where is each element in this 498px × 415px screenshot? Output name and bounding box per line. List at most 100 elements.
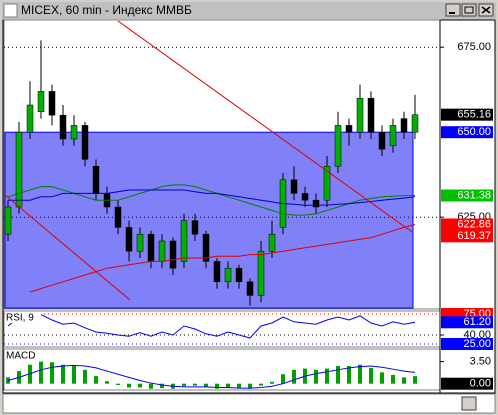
histogram-bar bbox=[259, 383, 263, 386]
price-marker bbox=[441, 189, 493, 202]
candle-body bbox=[114, 206, 122, 228]
indicator-line bbox=[29, 223, 416, 293]
candle-body bbox=[15, 131, 23, 208]
histogram-bar bbox=[413, 376, 417, 384]
candle-body bbox=[345, 125, 353, 133]
histogram-bar bbox=[50, 362, 54, 384]
price-marker bbox=[441, 218, 493, 231]
candle-body bbox=[125, 227, 133, 252]
indicator-line bbox=[7, 314, 416, 339]
candle-body bbox=[4, 206, 12, 235]
plot-layer bbox=[3, 19, 441, 391]
candle-body bbox=[48, 91, 56, 116]
y-tick-label: 650.00 bbox=[457, 126, 491, 138]
panel-title: MACD bbox=[6, 351, 35, 362]
candle-body bbox=[378, 131, 386, 150]
histogram-bar bbox=[402, 377, 406, 384]
window-buttons bbox=[445, 3, 494, 17]
candle-body bbox=[169, 240, 177, 269]
price-marker bbox=[441, 338, 493, 350]
histogram-bar bbox=[358, 364, 362, 384]
histogram-bar bbox=[237, 383, 241, 389]
minimize-button[interactable] bbox=[445, 3, 461, 17]
histogram-bar bbox=[336, 366, 340, 384]
candle-body bbox=[136, 233, 144, 252]
close-icon bbox=[481, 6, 491, 14]
candle-body bbox=[158, 240, 166, 262]
histogram-bar bbox=[127, 383, 131, 388]
panel bbox=[3, 348, 441, 391]
histogram-bar bbox=[116, 383, 120, 385]
candle-body bbox=[290, 179, 298, 194]
window-title: MICEX, 60 min - Индекс ММВБ bbox=[21, 3, 192, 17]
histogram-bar bbox=[138, 383, 142, 388]
panel-title-bg bbox=[5, 350, 41, 361]
y-tick-label: 655.16 bbox=[457, 109, 491, 121]
candle-body bbox=[92, 165, 100, 194]
title-bar bbox=[2, 2, 496, 19]
candle-body bbox=[37, 91, 45, 113]
histogram-bar bbox=[94, 376, 98, 384]
window-icon bbox=[3, 3, 18, 18]
time-axis-strip bbox=[2, 393, 496, 414]
candle-body bbox=[268, 233, 276, 252]
histogram-bar bbox=[391, 374, 395, 384]
candle-body bbox=[257, 250, 265, 296]
trend-line bbox=[4, 194, 131, 301]
histogram-bar bbox=[204, 383, 208, 388]
price-marker bbox=[441, 316, 493, 329]
candle-body bbox=[147, 233, 155, 262]
candle-body bbox=[59, 114, 67, 140]
candle-body bbox=[213, 261, 221, 283]
candle-body bbox=[312, 199, 320, 208]
y-tick-label: 61.20 bbox=[463, 316, 491, 328]
histogram-bar bbox=[83, 369, 87, 384]
histogram-bar bbox=[325, 368, 329, 384]
price-marker bbox=[441, 377, 493, 390]
candle-body bbox=[400, 118, 408, 133]
candle-body bbox=[356, 97, 364, 133]
candle-body bbox=[202, 233, 210, 262]
scroll-button[interactable] bbox=[461, 396, 477, 411]
histogram-bar bbox=[292, 369, 296, 384]
candle-body bbox=[323, 165, 331, 201]
candle-body bbox=[301, 193, 309, 201]
histogram-bar bbox=[105, 381, 109, 384]
histogram-bar bbox=[347, 366, 351, 384]
histogram-bar bbox=[182, 383, 186, 387]
y-tick-label: 25.00 bbox=[463, 338, 491, 350]
histogram-bar bbox=[380, 372, 384, 384]
candle-body bbox=[246, 281, 254, 296]
price-marker bbox=[441, 108, 493, 121]
trend-line bbox=[117, 20, 413, 233]
price-marker bbox=[441, 230, 493, 243]
candle-body bbox=[334, 125, 342, 167]
histogram-bar bbox=[226, 383, 230, 389]
candle-body bbox=[70, 125, 78, 140]
candle-body bbox=[180, 220, 188, 262]
candle-body bbox=[191, 220, 199, 235]
indicator-line bbox=[7, 364, 416, 389]
candle-body bbox=[26, 104, 34, 133]
y-tick-label: 631.38 bbox=[457, 189, 491, 201]
histogram-bar bbox=[248, 383, 252, 389]
maximize-icon bbox=[464, 6, 474, 14]
histogram-bar bbox=[314, 369, 318, 384]
histogram-bar bbox=[72, 366, 76, 384]
candle-body bbox=[389, 125, 397, 147]
histogram-bar bbox=[193, 383, 197, 386]
histogram-bar bbox=[270, 381, 274, 384]
indicator-line bbox=[8, 189, 416, 206]
maximize-button[interactable] bbox=[461, 3, 477, 17]
candle-body bbox=[81, 125, 89, 160]
trend-lines bbox=[4, 20, 413, 301]
y-tick-label: 619.37 bbox=[457, 230, 491, 242]
histogram-bar bbox=[160, 383, 164, 389]
y-tick-label: 0.00 bbox=[470, 378, 491, 390]
histogram-bar bbox=[149, 383, 153, 389]
panel bbox=[3, 310, 441, 348]
panel-title: RSI, 9 bbox=[6, 313, 34, 324]
y-tick-label: 675.00 bbox=[457, 41, 491, 53]
price-marker bbox=[441, 126, 493, 139]
